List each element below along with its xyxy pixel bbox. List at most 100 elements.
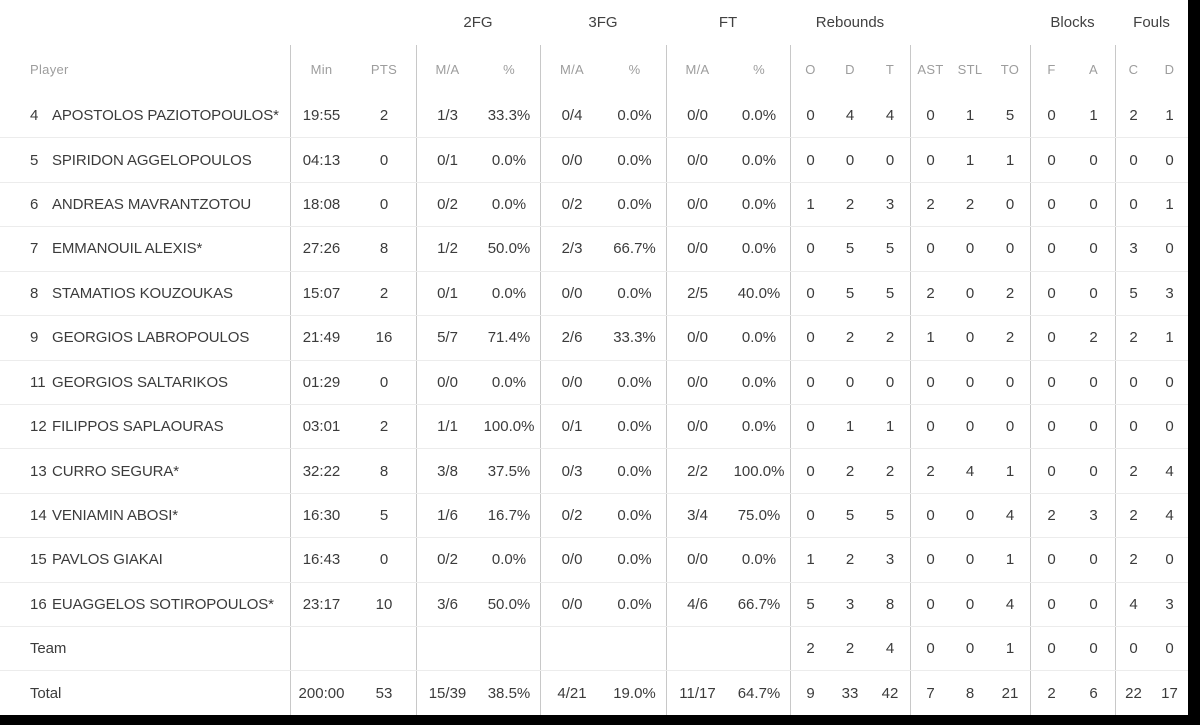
row-label: Total <box>30 684 62 702</box>
stat-min: 04:13 <box>290 138 352 182</box>
stat-fg3-pct: 33.3% <box>613 329 656 347</box>
box-score-sheet: 2FG 3FG FT Rebounds Blocks Fouls Player … <box>0 0 1188 715</box>
stat-min: 23:17 <box>290 582 352 627</box>
stat-to: 1 <box>1005 151 1015 169</box>
stat-blk-f: 0 <box>1030 627 1072 671</box>
stat-ast: 7 <box>910 671 950 715</box>
column-header-row: Player Min PTS M/A % M/A % M/A % O D T A… <box>0 45 1188 93</box>
stat-min: 32:22 <box>290 449 352 493</box>
stat-fg2-pct: 0.0% <box>491 551 527 569</box>
stat-fg2-pct: 0.0% <box>491 196 527 214</box>
stat-foul-c: 0 <box>1115 627 1151 671</box>
player-number: 5 <box>30 151 39 169</box>
stat-fg3-pct: 0.0% <box>617 551 652 569</box>
player-row: 16 EUAGGELOS SOTIROPOULOS* 23:17 10 3/6 50.0%… <box>0 581 1188 627</box>
stat-to: 4 <box>1005 507 1015 524</box>
stat-ft-pct: 0.0% <box>741 418 777 436</box>
stat-to: 4 <box>1005 595 1015 613</box>
stat-min: 18:08 <box>290 182 352 227</box>
stat-stl: 0 <box>965 595 975 613</box>
stat-reb-o: 0 <box>790 449 830 493</box>
stat-stl: 1 <box>965 151 975 169</box>
player-row: 8 STAMATIOS KOUZOUKAS 15:07 2 0/1 0.0% 0/0 0.0%… <box>0 270 1188 316</box>
col-header-reb-o: O <box>790 45 830 93</box>
stat-reb-d: 33 <box>841 684 859 702</box>
player-name: VENIAMIN ABOSI* <box>52 507 179 524</box>
stat-foul-d: 0 <box>1165 418 1174 436</box>
stat-foul-c: 2 <box>1115 538 1151 582</box>
row-label: Team <box>30 640 67 658</box>
stat-to: 2 <box>1005 329 1015 347</box>
stat-ast: 2 <box>910 271 950 316</box>
col-header-to: TO <box>1000 61 1020 77</box>
player-name: APOSTOLOS PAZIOTOPOULOS* <box>52 106 279 124</box>
stat-fg3-pct: 19.0% <box>613 684 656 702</box>
stat-fg2-pct: 16.7% <box>487 507 531 524</box>
stat-reb-o: 9 <box>790 671 830 715</box>
stat-ft-ma: 2/2 <box>666 449 728 493</box>
stat-foul-c: 5 <box>1115 271 1151 316</box>
stat-min: 01:29 <box>290 360 352 404</box>
stat-blk-a: 0 <box>1089 240 1098 258</box>
stat-ast: 0 <box>910 582 950 627</box>
stat-to: 0 <box>1005 196 1015 214</box>
stat-foul-c: 0 <box>1115 360 1151 404</box>
player-cell: 9 GEORGIOS LABROPOULOS <box>0 316 290 359</box>
player-cell: 16 EUAGGELOS SOTIROPOULOS* <box>0 583 290 626</box>
stat-foul-d: 3 <box>1165 595 1174 613</box>
stat-ft-ma: 0/0 <box>666 138 728 182</box>
stat-blk-f: 0 <box>1030 449 1072 493</box>
stat-reb-t: 8 <box>885 595 895 613</box>
stat-blk-a: 0 <box>1089 418 1098 436</box>
stat-to: 0 <box>1005 373 1015 391</box>
col-header-player: Player <box>30 61 69 77</box>
stat-pts: 2 <box>379 284 389 302</box>
stat-fg2-ma: 0/2 <box>416 538 478 582</box>
stat-blk-a: 0 <box>1089 462 1098 480</box>
stat-reb-t: 1 <box>885 418 895 436</box>
stat-fg3-ma: 0/2 <box>540 493 603 538</box>
stat-reb-o: 0 <box>790 138 830 182</box>
player-cell: 11 GEORGIOS SALTARIKOS <box>0 361 290 404</box>
stat-blk-a: 1 <box>1089 106 1098 124</box>
player-number: 13 <box>30 462 47 480</box>
stat-min: 03:01 <box>290 404 352 449</box>
stat-reb-o: 0 <box>790 227 830 271</box>
stat-blk-a: 0 <box>1089 284 1098 302</box>
stat-stl: 1 <box>965 106 975 124</box>
stat-fg2-ma: 0/1 <box>416 138 478 182</box>
stat-to: 1 <box>1005 551 1015 569</box>
stat-stl: 0 <box>965 640 975 658</box>
stat-ast: 0 <box>910 138 950 182</box>
stat-pts: 8 <box>379 462 389 480</box>
stat-ft-pct: 0.0% <box>741 240 777 258</box>
stat-foul-d: 0 <box>1165 151 1174 169</box>
stat-stl: 0 <box>965 507 975 524</box>
stat-ft-pct: 0.0% <box>741 373 777 391</box>
stat-blk-f: 2 <box>1030 671 1072 715</box>
stat-reb-o: 0 <box>790 271 830 316</box>
stat-blk-f: 0 <box>1030 316 1072 360</box>
stat-pts: 0 <box>379 196 389 214</box>
stat-stl: 8 <box>965 684 975 702</box>
stat-ft-ma: 0/0 <box>666 93 728 138</box>
stat-reb-t: 0 <box>885 151 895 169</box>
stat-pts: 8 <box>379 240 389 258</box>
stat-ft-pct: 0.0% <box>741 151 777 169</box>
stat-fg2-ma: 0/0 <box>416 360 478 404</box>
player-number: 12 <box>30 418 47 436</box>
stat-fg2-pct: 100.0% <box>483 418 535 436</box>
player-cell: 4 APOSTOLOS PAZIOTOPOULOS* <box>0 93 290 137</box>
stat-stl: 0 <box>965 373 975 391</box>
stat-foul-d: 4 <box>1165 462 1174 480</box>
stat-ast: 2 <box>910 182 950 227</box>
stat-blk-a: 0 <box>1089 551 1098 569</box>
player-number: 11 <box>30 373 46 391</box>
player-row: 9 GEORGIOS LABROPOULOS 21:49 16 5/7 71.4% 2/6 3… <box>0 315 1188 360</box>
stat-ast: 0 <box>910 227 950 271</box>
player-row: 12 FILIPPOS SAPLAOURAS 03:01 2 1/1 100.0% 0/1 0… <box>0 403 1188 449</box>
stat-fg3-ma: 0/0 <box>540 538 603 582</box>
stat-fg3-ma: 0/0 <box>540 582 603 627</box>
stat-reb-d: 2 <box>845 551 855 569</box>
stat-blk-f: 0 <box>1030 538 1072 582</box>
